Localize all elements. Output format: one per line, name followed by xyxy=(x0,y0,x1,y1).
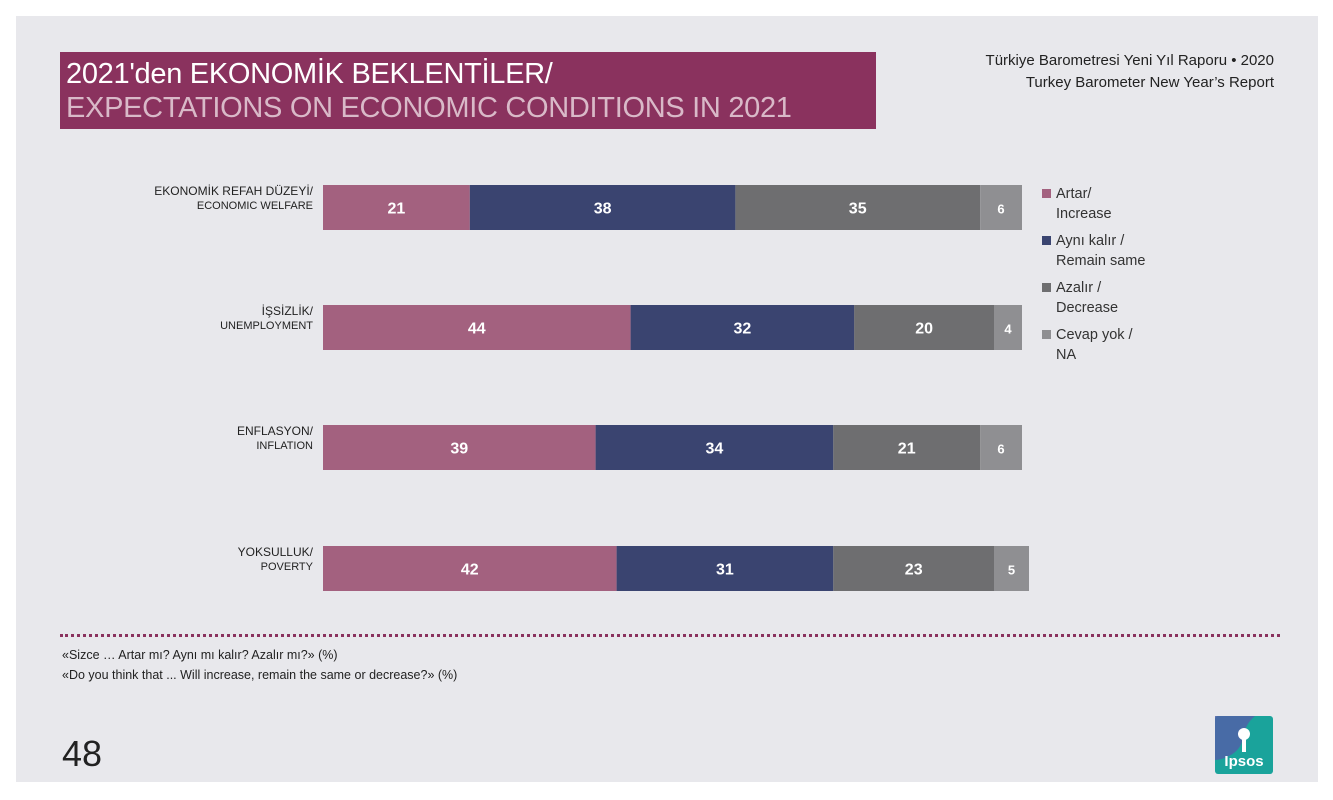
legend-label-en: NA xyxy=(1056,347,1077,363)
bar-increase xyxy=(323,305,631,350)
category-label-tr: ENFLASYON/ xyxy=(236,424,313,438)
category-label-economic-welfare: EKONOMİK REFAH DÜZEYİ/ ECONOMIC WELFARE xyxy=(154,184,313,214)
legend-item-increase: Artar/ Increase xyxy=(1042,184,1145,224)
data-label-same: 31 xyxy=(716,562,734,579)
bar-increase xyxy=(323,185,470,230)
report-source: Türkiye Barometresi Yeni Yıl Raporu • 20… xyxy=(986,50,1274,94)
data-label-same: 38 xyxy=(594,201,612,218)
chart-legend: Artar/ Increase Aynı kalır / Remain same… xyxy=(1042,184,1145,372)
legend-label-en: Decrease xyxy=(1056,300,1119,316)
legend-item-na: Cevap yok / NA xyxy=(1042,325,1145,365)
data-label-na: 6 xyxy=(997,202,1004,217)
bar-increase xyxy=(323,546,617,591)
bar-decrease xyxy=(833,546,995,591)
page-number: 48 xyxy=(62,733,103,774)
legend-label-tr: Artar/ xyxy=(1056,186,1092,202)
data-label-increase: 44 xyxy=(468,321,486,338)
bar-decrease xyxy=(854,305,994,350)
category-label-unemployment: İŞSİZLİK/ UNEMPLOYMENT xyxy=(220,304,313,334)
legend-item-same: Aynı kalır / Remain same xyxy=(1042,231,1145,271)
bar-decrease xyxy=(833,425,981,470)
legend-label-en: Increase xyxy=(1056,206,1112,222)
legend-label-tr: Azalır / xyxy=(1056,280,1102,296)
data-label-increase: 21 xyxy=(388,201,406,218)
category-label-en: ECONOMIC WELFARE xyxy=(196,200,313,212)
legend-label-en: Remain same xyxy=(1056,253,1146,269)
page-title-tr: 2021'den EKONOMİK BEKLENTİLER/ xyxy=(66,58,553,90)
bar-same xyxy=(616,546,834,591)
bar-same xyxy=(595,425,834,470)
legend-swatch xyxy=(1042,189,1051,198)
data-label-na: 5 xyxy=(1008,563,1015,578)
bar-na xyxy=(980,185,1022,230)
category-label-tr: EKONOMİK REFAH DÜZEYİ/ xyxy=(154,184,313,198)
data-label-same: 34 xyxy=(706,441,724,458)
category-label-poverty: YOKSULLUK/ POVERTY xyxy=(238,545,313,575)
legend-item-decrease: Azalır / Decrease xyxy=(1042,278,1145,318)
logo-head xyxy=(1238,728,1250,740)
ipsos-logo: Ipsos xyxy=(1215,716,1273,774)
legend-swatch xyxy=(1042,330,1051,339)
bar-na xyxy=(980,425,1022,470)
page-title-en: EXPECTATIONS ON ECONOMIC CONDITIONS IN 2… xyxy=(66,92,792,124)
category-label-en: INFLATION xyxy=(256,440,313,452)
legend-swatch xyxy=(1042,236,1051,245)
category-label-en: POVERTY xyxy=(260,561,313,573)
data-label-na: 6 xyxy=(997,442,1004,457)
bar-na xyxy=(994,546,1029,591)
data-label-decrease: 21 xyxy=(898,441,916,458)
data-label-decrease: 23 xyxy=(905,562,923,579)
category-label-inflation: ENFLASYON/ INFLATION xyxy=(237,424,313,454)
category-label-tr: YOKSULLUK/ xyxy=(237,545,313,559)
bar-increase xyxy=(323,425,596,470)
data-label-decrease: 20 xyxy=(915,321,933,338)
legend-label-tr: Aynı kalır / xyxy=(1056,233,1125,249)
title-box: 2021'den EKONOMİK BEKLENTİLER/ EXPECTATI… xyxy=(60,52,876,129)
logo-text: Ipsos xyxy=(1224,753,1263,770)
report-title-tr: Türkiye Barometresi Yeni Yıl Raporu • 20… xyxy=(985,52,1274,69)
footnote-tr: «Sizce … Artar mı? Aynı mı kalır? Azalır… xyxy=(62,648,338,662)
legend-swatch xyxy=(1042,283,1051,292)
stacked-bar-chart: 21 38 35 6 44 32 20 4 39 34 21 6 42 31 23 5 xyxy=(323,185,1029,591)
category-label-tr: İŞSİZLİK/ xyxy=(261,304,313,318)
data-label-increase: 39 xyxy=(450,441,468,458)
bar-same xyxy=(630,305,855,350)
data-label-same: 32 xyxy=(734,321,752,338)
bar-same xyxy=(469,185,736,230)
legend-label-tr: Cevap yok / xyxy=(1056,327,1133,343)
report-title-en: Turkey Barometer New Year’s Report xyxy=(1025,74,1274,91)
bar-na xyxy=(994,305,1022,350)
bar-decrease xyxy=(735,185,980,230)
slide: 2021'den EKONOMİK BEKLENTİLER/ EXPECTATI… xyxy=(16,16,1318,782)
dotted-divider xyxy=(60,634,1280,637)
logo-stem xyxy=(1242,738,1246,752)
logo-shape xyxy=(1215,716,1255,760)
footnote-en: «Do you think that ... Will increase, re… xyxy=(62,668,458,682)
data-label-decrease: 35 xyxy=(849,201,867,218)
data-label-increase: 42 xyxy=(461,562,479,579)
data-label-na: 4 xyxy=(1004,322,1012,337)
category-label-en: UNEMPLOYMENT xyxy=(220,320,313,332)
